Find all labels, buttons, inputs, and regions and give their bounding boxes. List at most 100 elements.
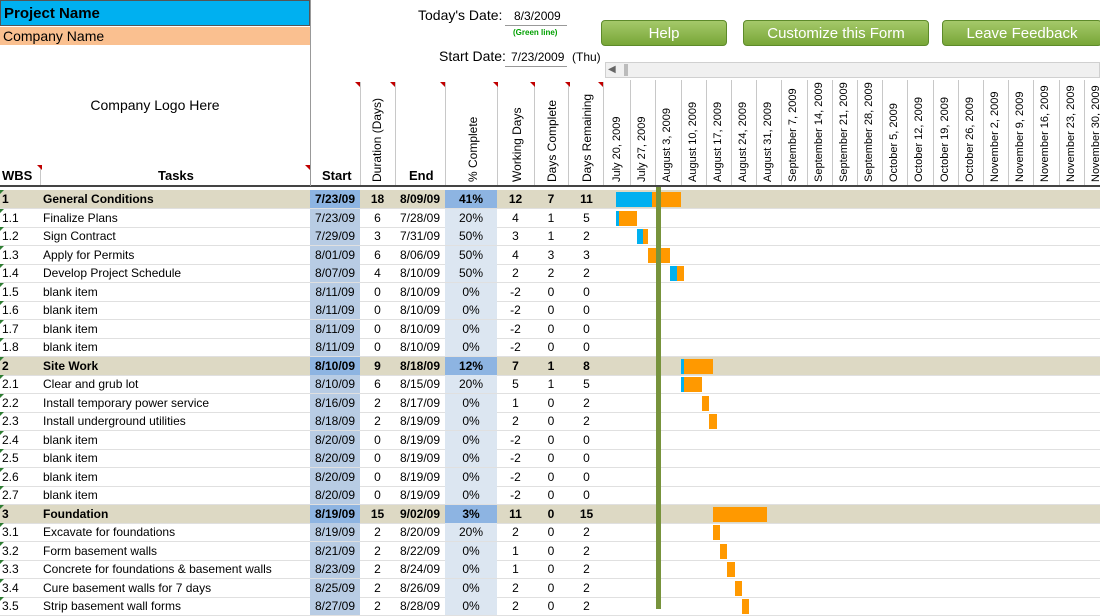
pct-complete-cell[interactable]: 0% [462,562,480,576]
task-row[interactable]: 2.1 Clear and grub lot 8/10/09 6 8/15/09 20% 5… [0,375,1100,394]
pct-complete-cell[interactable]: 3% [462,506,480,521]
task-row[interactable]: 1.5 blank item 8/11/09 0 8/10/09 0% -2 0 0 [0,282,1100,302]
days-complete-cell[interactable]: 1 [547,358,555,373]
duration-cell[interactable]: 0 [374,451,381,465]
task-name-cell[interactable]: blank item [43,340,98,354]
task-row[interactable]: 1.8 blank item 8/11/09 0 8/10/09 0% -2 0 0 [0,338,1100,357]
days-remaining-cell[interactable]: 2 [583,229,590,243]
pct-complete-cell[interactable]: 0% [462,340,480,354]
days-remaining-cell[interactable]: 5 [583,377,590,391]
working-days-cell[interactable]: -2 [510,432,521,447]
duration-cell[interactable]: 2 [374,414,381,428]
start-date-cell[interactable]: 8/10/09 [314,358,356,373]
start-date-value[interactable]: 7/23/2009 [511,50,565,64]
task-row[interactable]: 2.6 blank item 8/20/09 0 8/19/09 0% -2 0 0 [0,467,1100,487]
end-date-cell[interactable]: 8/20/09 [399,525,441,539]
pct-complete-cell[interactable]: 0% [462,321,480,336]
days-complete-cell[interactable]: 1 [547,210,555,225]
days-remaining-cell[interactable]: 0 [583,303,590,317]
task-name-cell[interactable]: Excavate for foundations [43,525,176,539]
duration-cell[interactable]: 0 [374,488,381,502]
wbs-cell[interactable]: 1 [2,192,9,206]
days-remaining-cell[interactable]: 2 [583,543,590,558]
scroll-thumb[interactable] [624,64,628,76]
wbs-cell[interactable]: 3 [2,506,9,521]
end-date-cell[interactable]: 8/06/09 [399,247,441,262]
days-complete-cell[interactable]: 0 [547,321,555,336]
working-days-cell[interactable]: 1 [512,562,519,576]
task-row[interactable]: 3.4 Cure basement walls for 7 days 8/25/09… [0,578,1100,598]
wbs-cell[interactable]: 1.4 [2,266,19,280]
end-date-cell[interactable]: 8/10/09 [399,266,441,280]
task-name-cell[interactable]: General Conditions [43,192,154,206]
end-date-cell[interactable]: 8/24/09 [399,562,441,576]
working-days-cell[interactable]: -2 [510,340,521,354]
duration-cell[interactable]: 15 [370,506,385,521]
task-name-cell[interactable]: blank item [43,284,98,299]
days-remaining-cell[interactable]: 0 [583,284,590,299]
task-name-cell[interactable]: Install temporary power service [43,395,210,410]
task-name-cell[interactable]: Concrete for foundations & basement wall… [43,562,272,576]
todays-date-value[interactable]: 8/3/2009 [514,9,561,23]
start-date-cell[interactable]: 8/18/09 [314,414,356,428]
duration-cell[interactable]: 2 [374,525,381,539]
duration-cell[interactable]: 2 [374,580,381,595]
days-complete-cell[interactable]: 0 [547,451,555,465]
end-date-cell[interactable]: 8/19/09 [399,469,441,484]
working-days-cell[interactable]: 7 [512,358,519,373]
task-row[interactable]: 3.3 Concrete for foundations & basement w… [0,560,1100,579]
task-row[interactable]: 1.3 Apply for Permits 8/01/09 6 8/06/09 50% 4 3… [0,245,1100,265]
days-remaining-cell[interactable]: 15 [579,506,594,521]
task-name-cell[interactable]: blank item [43,451,98,465]
start-date-cell[interactable]: 8/10/09 [314,377,356,391]
task-name-cell[interactable]: blank item [43,469,98,484]
task-row[interactable]: 2.5 blank item 8/20/09 0 8/19/09 0% -2 0 0 [0,449,1100,468]
timeline-scrollbar[interactable]: ◀ [605,62,1100,78]
pct-complete-cell[interactable]: 12% [458,358,484,373]
duration-cell[interactable]: 18 [370,192,385,206]
days-complete-cell[interactable]: 3 [547,247,555,262]
days-complete-cell[interactable]: 0 [547,340,555,354]
days-complete-cell[interactable]: 0 [547,284,555,299]
days-complete-cell[interactable]: 0 [547,432,555,447]
task-row[interactable]: 2.4 blank item 8/20/09 0 8/19/09 0% -2 0 0 [0,430,1100,450]
days-complete-cell[interactable]: 0 [547,488,555,502]
pct-complete-cell[interactable]: 0% [462,432,480,447]
start-date-cell[interactable]: 7/23/09 [314,192,356,206]
working-days-cell[interactable]: 1 [512,543,519,558]
duration-cell[interactable]: 6 [374,247,381,262]
end-date-cell[interactable]: 9/02/09 [399,506,441,521]
pct-complete-cell[interactable]: 0% [462,395,480,410]
wbs-cell[interactable]: 2.6 [2,469,19,484]
task-name-cell[interactable]: Clear and grub lot [43,377,139,391]
start-date-cell[interactable]: 8/11/09 [315,340,355,354]
end-date-cell[interactable]: 8/10/09 [399,284,441,299]
days-complete-cell[interactable]: 0 [547,525,555,539]
start-date-cell[interactable]: 8/19/09 [314,506,356,521]
wbs-cell[interactable]: 1.5 [2,284,19,299]
task-row[interactable]: 2.2 Install temporary power service 8/16/0… [0,393,1100,413]
leave-feedback-button[interactable]: Leave Feedback [942,20,1100,46]
end-date-cell[interactable]: 8/19/09 [399,488,441,502]
days-complete-cell[interactable]: 7 [547,192,555,206]
days-remaining-cell[interactable]: 2 [583,599,590,613]
task-name-cell[interactable]: Site Work [43,358,99,373]
pct-complete-cell[interactable]: 50% [458,229,484,243]
days-complete-cell[interactable]: 0 [547,414,555,428]
wbs-cell[interactable]: 3.2 [2,543,19,558]
days-remaining-cell[interactable]: 0 [583,321,590,336]
end-date-cell[interactable]: 8/26/09 [399,580,441,595]
pct-complete-cell[interactable]: 0% [462,414,480,428]
wbs-cell[interactable]: 1.3 [2,247,19,262]
working-days-cell[interactable]: 5 [512,377,519,391]
wbs-cell[interactable]: 3.3 [2,562,19,576]
task-name-cell[interactable]: blank item [43,321,98,336]
end-date-cell[interactable]: 8/17/09 [399,395,441,410]
pct-complete-cell[interactable]: 20% [458,377,484,391]
duration-cell[interactable]: 3 [374,229,381,243]
start-date-cell[interactable]: 8/21/09 [314,543,356,558]
working-days-cell[interactable]: 1 [512,395,519,410]
task-row[interactable]: 2.7 blank item 8/20/09 0 8/19/09 0% -2 0 0 [0,486,1100,505]
scroll-left-arrow-icon[interactable]: ◀ [608,64,616,75]
end-date-cell[interactable]: 8/28/09 [399,599,441,613]
